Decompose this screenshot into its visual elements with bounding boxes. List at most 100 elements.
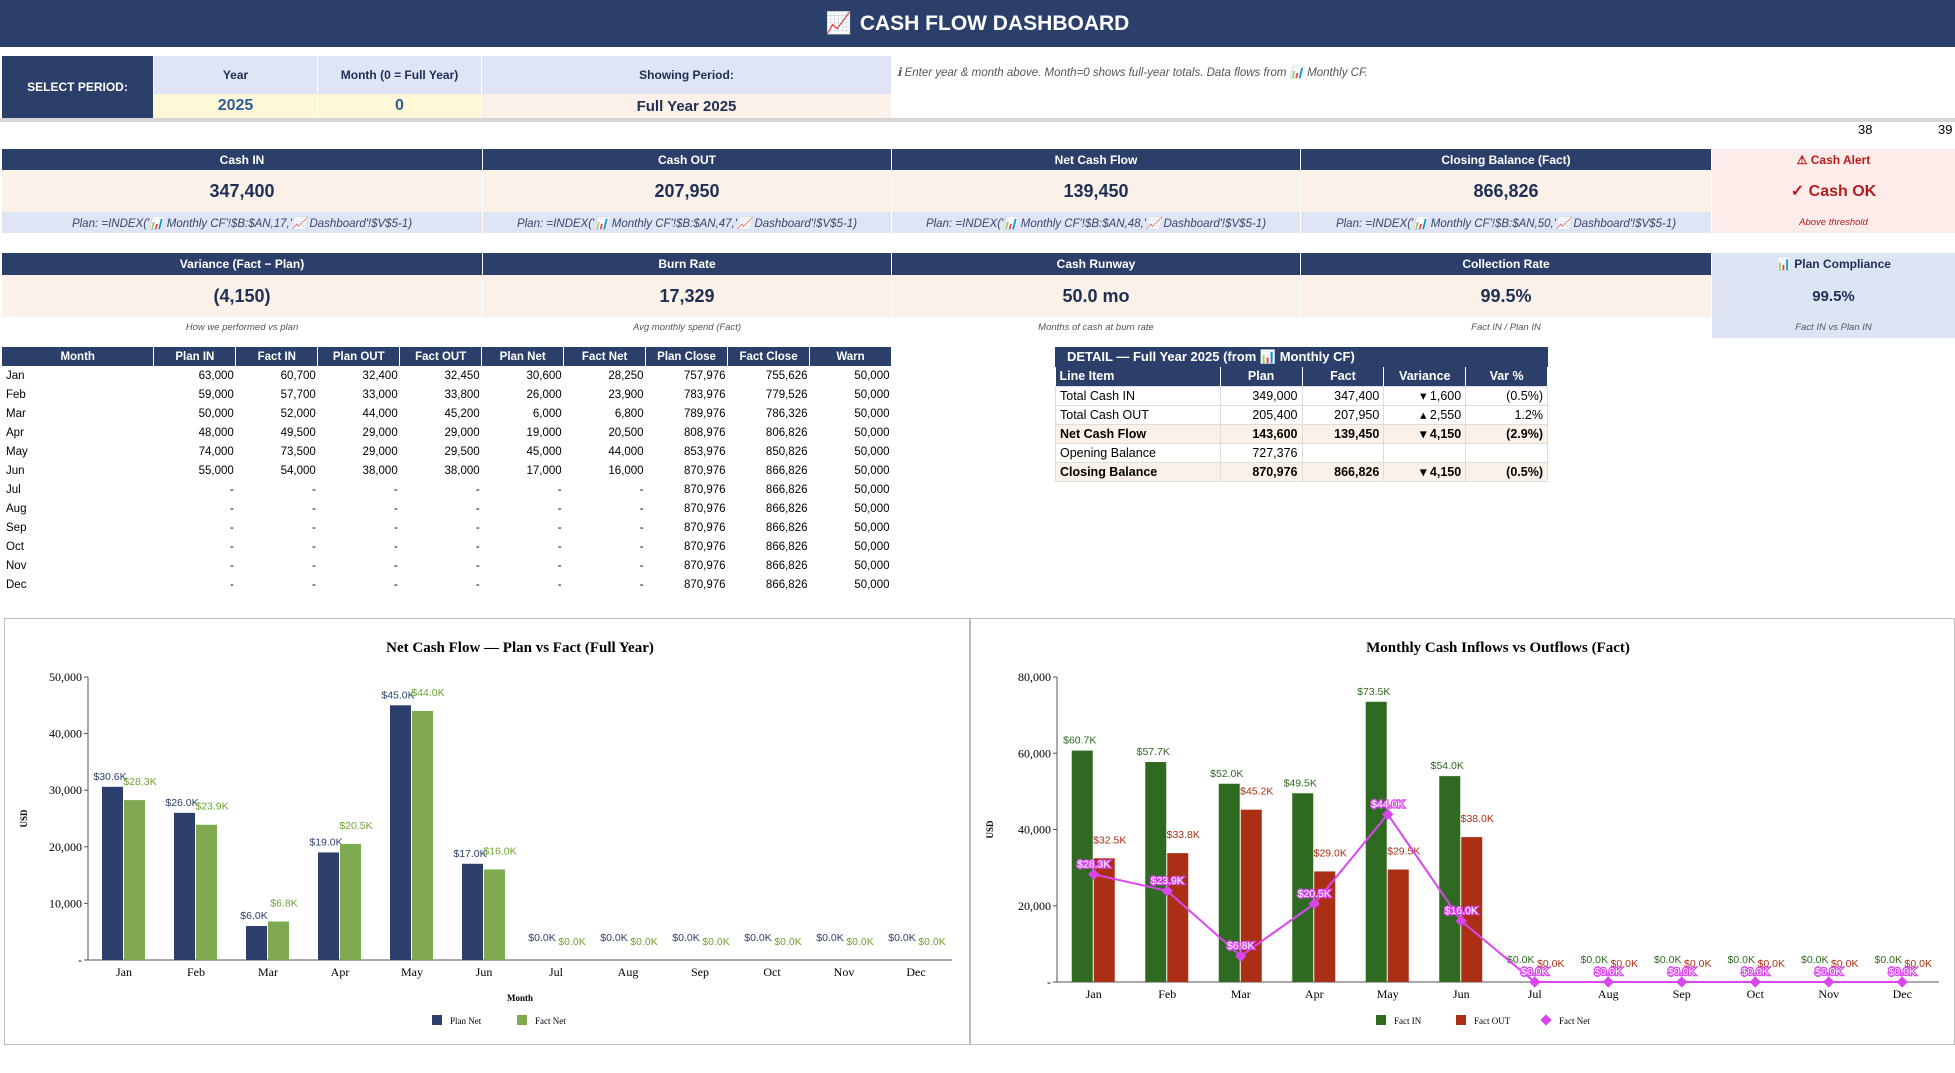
table-cell: 17,000 — [526, 464, 562, 477]
table-cell: Dec — [6, 578, 27, 591]
table-row: Nov - - - - - - 870,976 866,826 50,000 — [2, 556, 892, 575]
table-cell: 23,900 — [608, 388, 644, 401]
table-cell: - — [475, 483, 480, 496]
bar — [1365, 701, 1387, 982]
table-cell: - — [557, 578, 562, 591]
line-point — [1235, 950, 1247, 962]
detail-cell: Net Cash Flow — [1055, 423, 1221, 444]
bar — [484, 869, 505, 960]
table-cell: 60,700 — [280, 369, 316, 382]
legend-label: Fact Net — [535, 1016, 566, 1026]
variance-label: Variance (Fact − Plan) — [2, 253, 482, 275]
table-cell: 20,500 — [608, 426, 644, 439]
table-cell: - — [393, 578, 398, 591]
table-cell: 54,000 — [280, 464, 316, 477]
table-cell: - — [229, 502, 234, 515]
table-cell: Jun — [6, 464, 25, 477]
bar — [102, 786, 123, 960]
cash-in-plan-formula: Plan: =INDEX('📊 Monthly CF'!$B:$AN,17,'📈… — [2, 212, 482, 233]
table-cell: 866,826 — [765, 540, 808, 553]
data-label: $23.9K — [195, 801, 228, 813]
detail-row: Total Cash IN 349,000 347,400 ▾ 1,600 (0.5%) — [1055, 385, 1548, 406]
data-label: $0.0K — [672, 932, 699, 944]
chart-title: Net Cash Flow — Plan vs Fact (Full Year) — [386, 640, 654, 656]
x-tick-label: Sep — [691, 965, 709, 979]
data-label: $73.5K — [1357, 686, 1390, 698]
series-line — [1093, 812, 1903, 983]
collection-rate-label: Collection Rate — [1301, 253, 1711, 275]
y-tick-label: 40,000 — [49, 727, 82, 741]
data-label: $38.0K — [1461, 813, 1494, 825]
data-label: $0.0K — [1875, 954, 1902, 966]
data-label: $0.0K — [528, 932, 555, 944]
showing-period-value: Full Year 2025 — [482, 94, 891, 118]
table-row: Mar 50,000 52,000 44,000 45,200 6,000 6,800 789… — [2, 404, 892, 423]
data-label: $57.7K — [1137, 746, 1170, 758]
detail-cell — [1301, 442, 1385, 463]
cash-alert-value: ✓ Cash OK — [1712, 170, 1955, 212]
data-label: $0.0K — [774, 936, 801, 948]
x-tick-label: Aug — [618, 965, 639, 979]
net-cash-flow-chart-svg: Net Cash Flow — Plan vs Fact (Full Year)… — [19, 640, 952, 1026]
legend-swatch — [1376, 1015, 1386, 1025]
line-label: $6.8K — [1227, 940, 1254, 952]
data-label: $54.0K — [1431, 760, 1464, 772]
table-cell: - — [393, 483, 398, 496]
bar — [246, 926, 267, 960]
dashboard-title-bar: 📈 CASH FLOW DASHBOARD — [0, 0, 1955, 47]
line-point — [1749, 976, 1761, 988]
table-cell: 29,000 — [362, 445, 398, 458]
table-cell: 870,976 — [683, 464, 726, 477]
y-tick-label: - — [78, 953, 82, 967]
table-cell: 73,500 — [280, 445, 316, 458]
table-cell: - — [311, 540, 316, 553]
table-row: Jun 55,000 54,000 38,000 38,000 17,000 16,000 8… — [2, 461, 892, 480]
line-label: $0.0K — [1595, 966, 1622, 978]
table-cell: 866,826 — [765, 464, 808, 477]
data-label: $26.0K — [165, 797, 198, 809]
line-label: $0.0K — [1889, 966, 1916, 978]
line-point — [1308, 898, 1320, 910]
month-input[interactable]: 0 — [318, 94, 481, 118]
data-label: $0.0K — [1905, 958, 1932, 970]
table-cell: 63,000 — [198, 369, 234, 382]
chart-title: Monthly Cash Inflows vs Outflows (Fact) — [1366, 640, 1630, 656]
table-cell: - — [475, 540, 480, 553]
year-input[interactable]: 2025 — [154, 94, 317, 118]
line-label: $0.0K — [1742, 966, 1769, 978]
line-label: $0.0K — [1668, 966, 1695, 978]
monthly-table-header: Fact OUT — [399, 347, 483, 366]
monthly-table-header: Fact Net — [563, 347, 647, 366]
closing-balance-plan-formula: Plan: =INDEX('📊 Monthly CF'!$B:$AN,50,'📈… — [1301, 212, 1711, 233]
table-cell: 808,976 — [683, 426, 726, 439]
table-cell: 783,976 — [683, 388, 726, 401]
data-label: $28.3K — [123, 776, 156, 788]
x-tick-label: Aug — [1598, 987, 1619, 1001]
table-cell: - — [229, 521, 234, 534]
table-cell: - — [639, 559, 644, 572]
detail-table-header: Line Item — [1055, 367, 1221, 386]
y-axis-label: USD — [985, 820, 995, 839]
collection-rate-value: 99.5% — [1301, 275, 1711, 317]
detail-table-header: Plan — [1220, 367, 1303, 386]
y-tick-label: 80,000 — [1018, 670, 1051, 684]
table-cell: 6,000 — [532, 407, 562, 420]
x-tick-label: Dec — [1893, 987, 1912, 1001]
x-tick-label: Mar — [258, 965, 278, 979]
table-row: Aug - - - - - - 870,976 866,826 50,000 — [2, 499, 892, 518]
table-cell: 786,326 — [765, 407, 808, 420]
detail-cell: 1.2% — [1465, 404, 1548, 425]
table-cell: 789,976 — [683, 407, 726, 420]
bar — [1218, 783, 1240, 982]
table-cell: 757,976 — [683, 369, 726, 382]
detail-table-header: Fact — [1302, 367, 1385, 386]
data-label: $0.0K — [630, 936, 657, 948]
page-title: CASH FLOW DASHBOARD — [859, 11, 1130, 35]
column-number: 38 — [1858, 122, 1873, 137]
line-point — [1088, 868, 1100, 880]
table-cell: - — [393, 521, 398, 534]
legend-label: Fact Net — [1559, 1016, 1590, 1026]
table-cell: 755,626 — [765, 369, 808, 382]
x-tick-label: Mar — [1231, 987, 1251, 1001]
line-point — [1602, 976, 1614, 988]
